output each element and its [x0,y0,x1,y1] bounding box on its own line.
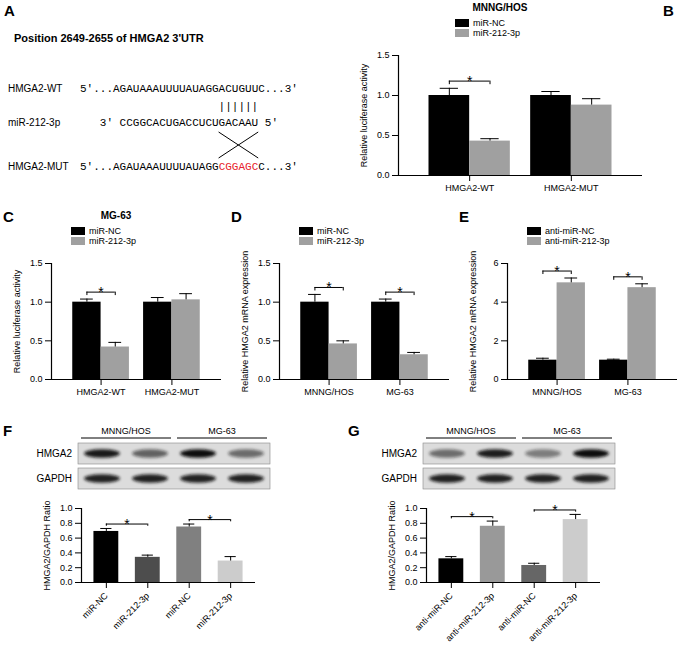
html-text:C: C [3,208,14,225]
svg-text:Relative luciferase activity: Relative luciferase activity [359,63,369,167]
html-text:MNNG/HOS: MNNG/HOS [472,2,528,13]
svg-text:1.0: 1.0 [60,503,73,513]
html-text:miR-NC: miR-NC [89,226,121,236]
svg-text:1.5: 1.5 [30,258,43,268]
svg-text:anti-miR-212-3p: anti-miR-212-3p [526,591,579,644]
html-text:B: B [663,2,674,19]
svg-text:1.5: 1.5 [258,258,271,268]
svg-text:miR-212-3p: miR-212-3p [111,591,151,631]
svg-text:*: * [467,73,473,89]
svg-text:HMGA2/GAPDH Ratio: HMGA2/GAPDH Ratio [42,500,52,590]
html-text:miR-NC: miR-NC [473,18,505,28]
svg-text:0.0: 0.0 [30,374,43,384]
svg-text:MNNG/HOS: MNNG/HOS [532,387,582,397]
svg-text:4: 4 [493,297,498,307]
html-text:G: G [348,422,360,439]
svg-text:1.5: 1.5 [377,50,390,60]
svg-text:HMGA2: HMGA2 [36,448,72,459]
svg-text:*: * [98,284,104,300]
html-text:D: D [231,208,242,225]
svg-text:*: * [552,502,558,518]
html-text:A: A [4,2,15,19]
svg-text:0.2: 0.2 [60,563,73,573]
svg-text:HMGA2-MUT: HMGA2-MUT [544,183,599,193]
svg-text:HMGA2-MUT: HMGA2-MUT [145,387,200,397]
svg-text:*: * [469,509,475,525]
html-text:miR-212-3p: miR-212-3p [89,236,136,246]
svg-text:GAPDH: GAPDH [36,473,72,484]
html-text:MG-63: MG-63 [100,210,132,221]
svg-text:1.0: 1.0 [377,90,390,100]
svg-text:HMGA2: HMGA2 [381,448,417,459]
svg-text:0.6: 0.6 [60,533,73,543]
svg-text:MNNG/HOS: MNNG/HOS [304,387,354,397]
svg-text:5'...AGAUAAAUUUUAUAGGCGGAGCC..: 5'...AGAUAAAUUUUAUAGGCGGAGCC...3' [80,161,298,173]
svg-text:2: 2 [493,336,498,346]
svg-text:0.0: 0.0 [405,577,418,587]
svg-text:Relative HMGA2 mRNA expression: Relative HMGA2 mRNA expression [240,251,250,393]
svg-text:*: * [625,269,631,285]
svg-text:MG-63: MG-63 [553,426,581,436]
html-text:anti-miR-212-3p: anti-miR-212-3p [545,236,610,246]
html-text:E: E [459,208,469,225]
html-text:anti-miR-NC: anti-miR-NC [545,226,595,236]
svg-text:HMGA2-WT: HMGA2-WT [77,387,126,397]
svg-text:miR-212-3p: miR-212-3p [194,591,234,631]
html-text:F: F [3,422,13,439]
svg-text:*: * [326,279,332,295]
svg-text:6: 6 [493,258,498,268]
svg-text:MNNG/HOS: MNNG/HOS [446,426,496,436]
svg-text:miR-NC: miR-NC [163,590,193,620]
svg-text:1.0: 1.0 [258,297,271,307]
svg-text:3' CCGGCACUGACCUCUGACAAU 5': 3' CCGGCACUGACCUCUGACAAU 5' [100,117,278,129]
svg-text:miR-212-3p: miR-212-3p [8,117,61,128]
svg-text:*: * [554,263,560,279]
svg-text:MG-63: MG-63 [208,426,236,436]
svg-text:0.8: 0.8 [60,518,73,528]
svg-text:MNNG/HOS: MNNG/HOS [101,426,151,436]
svg-text:anti-miR-212-3p: anti-miR-212-3p [444,591,497,644]
svg-text:0.4: 0.4 [405,548,418,558]
svg-text:0.5: 0.5 [377,130,390,140]
svg-text:Relative luciferase activity: Relative luciferase activity [12,269,22,373]
svg-text:anti-miR-NC: anti-miR-NC [413,590,455,632]
svg-text:0.0: 0.0 [60,577,73,587]
svg-text:MG-63: MG-63 [614,387,642,397]
svg-text:0.6: 0.6 [405,533,418,543]
svg-text:1.0: 1.0 [405,503,418,513]
svg-text:*: * [124,516,130,532]
svg-text:1.0: 1.0 [30,297,43,307]
svg-text:miR-NC: miR-NC [80,590,110,620]
html-text:miR-212-3p: miR-212-3p [473,28,520,38]
svg-text:GAPDH: GAPDH [381,473,417,484]
svg-text:5'...AGAUAAAUUUUAUAGGACUGUUC..: 5'...AGAUAAAUUUUAUAGGACUGUUC...3' [80,83,298,95]
html-text:miR-212-3p: miR-212-3p [317,236,364,246]
svg-text:0.0: 0.0 [377,170,390,180]
svg-text:0.0: 0.0 [258,374,271,384]
svg-text:0.4: 0.4 [60,548,73,558]
svg-text:MG-63: MG-63 [386,387,414,397]
svg-text:HMGA2-WT: HMGA2-WT [8,83,62,94]
svg-text:0: 0 [493,374,498,384]
svg-text:0.5: 0.5 [258,336,271,346]
svg-text:Relative HMGA2 mRNA expression: Relative HMGA2 mRNA expression [468,251,478,393]
svg-text:0.5: 0.5 [30,336,43,346]
svg-text:HMGA2-MUT: HMGA2-MUT [8,161,69,172]
svg-text:*: * [207,512,213,528]
svg-text:0.8: 0.8 [405,518,418,528]
svg-text:*: * [397,284,403,300]
svg-text:Position 2649-2655 of HMGA2 3': Position 2649-2655 of HMGA2 3'UTR [14,32,204,44]
svg-text:||||||: |||||| [219,101,259,113]
svg-text:HMGA2/GAPDH Ratio: HMGA2/GAPDH Ratio [387,500,397,590]
html-text:miR-NC: miR-NC [317,226,349,236]
svg-text:0.2: 0.2 [405,563,418,573]
svg-text:anti-miR-NC: anti-miR-NC [496,590,538,632]
svg-text:HMGA2-WT: HMGA2-WT [445,183,494,193]
